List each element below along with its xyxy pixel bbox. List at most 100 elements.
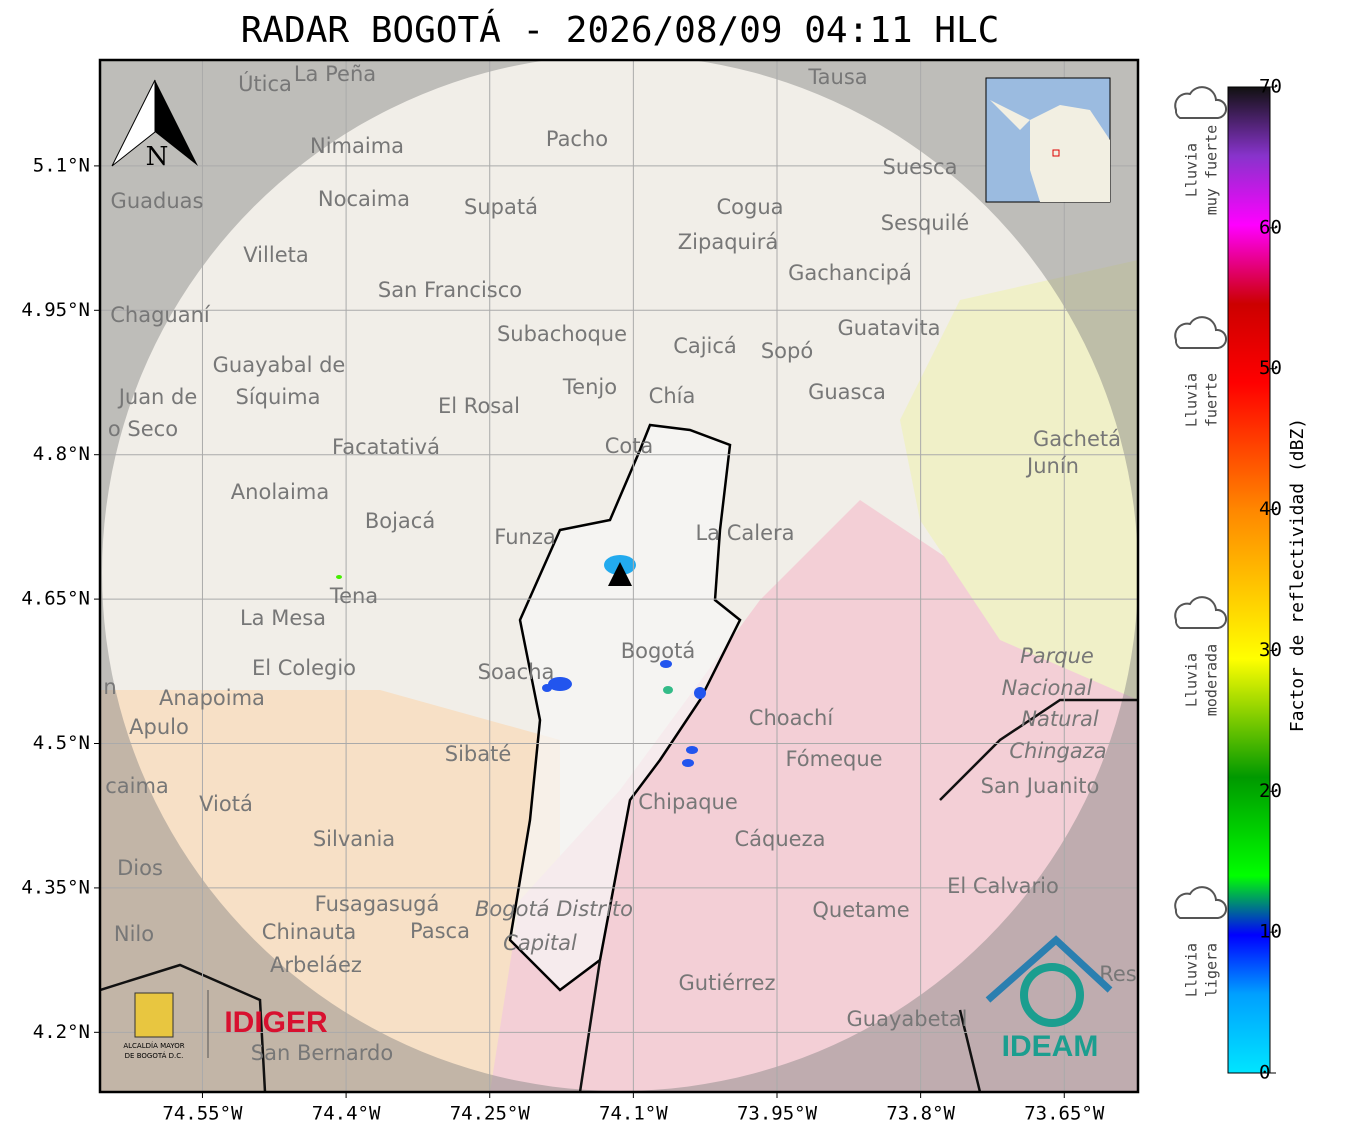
place-label: Anolaima	[231, 480, 329, 504]
place-label: Bogotá	[621, 639, 696, 663]
alcaldia-shield	[134, 992, 174, 1038]
place-label: La Calera	[695, 521, 794, 545]
place-label: Supatá	[464, 195, 538, 219]
ideam-swirl	[1020, 963, 1084, 1027]
rain-level-label: fuerte	[1203, 373, 1221, 427]
place-label: Cáqueza	[735, 827, 826, 851]
place-label: Silvania	[313, 827, 395, 851]
place-label: Guatavita	[838, 316, 941, 340]
cloud-icon	[1174, 86, 1227, 119]
map-frame	[98, 58, 1140, 1094]
alcaldia-text: DE BOGOTÁ D.C.	[125, 1051, 184, 1060]
place-label: Arbeláez	[270, 953, 362, 977]
place-label: Fómeque	[785, 747, 882, 771]
place-label: Guayabetal	[847, 1007, 968, 1031]
x-tick-label: 73.65°W	[1024, 1103, 1105, 1125]
place-label: Cota	[605, 434, 654, 458]
rain-level-label: moderada	[1203, 644, 1221, 716]
radar-echoes	[336, 555, 706, 767]
rain-level-label: Lluvia	[1183, 653, 1201, 707]
alcaldia-text: ALCALDÍA MAYOR	[123, 1041, 184, 1050]
place-label: Cogua	[716, 195, 783, 219]
y-tick-label: 4.95°N	[21, 299, 90, 321]
place-label: Sopó	[761, 339, 813, 363]
place-label: Subachoque	[497, 322, 627, 346]
basemap: Útica La Peña Tausa Pacho Nimaima Suesca Guadu…	[100, 60, 1138, 1092]
place-label: n	[103, 675, 116, 699]
place-label: Útica	[238, 71, 292, 96]
place-label: Tena	[329, 584, 378, 608]
x-tick-label: 73.95°W	[737, 1103, 818, 1125]
place-label: Chipaque	[638, 790, 738, 814]
place-label: La Mesa	[240, 606, 326, 630]
place-label: Chingaza	[1009, 739, 1106, 763]
place-label: Soacha	[478, 660, 555, 684]
y-tick-label: 5.1°N	[33, 154, 90, 176]
y-tick-label: 4.2°N	[33, 1021, 90, 1043]
place-label: Nocaima	[318, 187, 410, 211]
place-label: Facatativá	[332, 435, 440, 459]
region-east	[490, 500, 1138, 1092]
place-label: Viotá	[199, 792, 253, 816]
place-label: Cajicá	[673, 334, 737, 358]
place-label: Pasca	[410, 919, 470, 943]
place-label: Bogotá Distrito	[475, 897, 633, 921]
place-label: Gutiérrez	[679, 971, 776, 995]
idiger-logo: IDIGER	[224, 1006, 328, 1039]
colorbar-tick-label: 10	[1259, 921, 1282, 943]
ideam-roof	[985, 935, 1113, 1003]
place-label: Parque	[1020, 644, 1094, 668]
colorbar-tick-label: 20	[1259, 780, 1282, 802]
place-label: San Juanito	[981, 774, 1100, 798]
place-label: Junín	[1025, 454, 1079, 478]
place-label: Gachetá	[1033, 427, 1121, 451]
place-label: Bojacá	[365, 509, 435, 533]
place-label: El Rosal	[438, 394, 520, 418]
north-label: N	[146, 142, 169, 172]
place-label: Capital	[503, 931, 577, 955]
place-label: San Francisco	[378, 278, 522, 302]
ideam-logo: IDEAM	[1002, 1030, 1099, 1063]
y-tick-label: 4.65°N	[21, 588, 90, 610]
place-label: Zipaquirá	[678, 230, 778, 254]
x-tick-label: 74.25°W	[450, 1103, 531, 1125]
place-label: Sibaté	[445, 742, 512, 766]
inset-land	[990, 100, 1110, 202]
title: RADAR BOGOTÁ - 2026/08/09 04:11 HLC	[241, 9, 1000, 51]
colorbar-tick-label: 60	[1259, 216, 1282, 238]
colorbar-tick-label: 40	[1259, 498, 1282, 520]
y-tick-label: 4.35°N	[21, 876, 90, 898]
place-label: Nacional	[1002, 676, 1093, 700]
place-label: Dios	[117, 856, 163, 880]
radar-site	[608, 562, 632, 586]
rain-level-label: ligera	[1203, 943, 1221, 997]
place-label: Fusagasugá	[315, 892, 440, 916]
x-tick-label: 74.1°W	[599, 1103, 668, 1125]
boundaries	[100, 698, 1138, 1092]
place-label: Tausa	[807, 65, 867, 89]
place-label: Guaduas	[111, 189, 204, 213]
north-arrow-right	[155, 80, 198, 166]
place-label: Nilo	[114, 922, 154, 946]
colorbar-ticks: 0 10 20 30 40 50 60 70	[1259, 76, 1282, 1084]
region-south	[100, 690, 560, 1092]
place-label: Anapoima	[159, 686, 265, 710]
colorbar-label: Factor de reflectividad (dBZ)	[1287, 418, 1308, 732]
place-label: o Seco	[108, 417, 178, 441]
x-tick-label: 74.4°W	[312, 1103, 381, 1125]
colorbar-tick-label: 0	[1259, 1062, 1270, 1084]
place-label: Sesquilé	[881, 211, 969, 235]
rain-level-label: Lluvia	[1183, 143, 1201, 197]
place-label: caima	[105, 774, 169, 798]
colorbar-tick-label: 70	[1259, 76, 1282, 98]
y-tick-label: 4.5°N	[33, 732, 90, 754]
place-label: Villeta	[243, 243, 308, 267]
place-label: Funza	[494, 525, 555, 549]
graticule	[100, 60, 1138, 1092]
place-label: Choachí	[749, 706, 835, 730]
place-label: Chinauta	[262, 920, 356, 944]
place-label: Apulo	[129, 715, 189, 739]
rain-level-label: muy fuerte	[1203, 125, 1221, 215]
